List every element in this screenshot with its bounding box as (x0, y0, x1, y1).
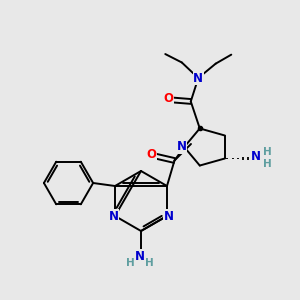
Text: N: N (164, 209, 173, 223)
Text: N: N (177, 140, 187, 154)
Text: N: N (134, 250, 145, 263)
Text: H: H (126, 258, 135, 268)
Text: N: N (193, 72, 203, 85)
Text: N: N (109, 209, 118, 223)
Text: N: N (251, 151, 261, 164)
Text: O: O (164, 92, 174, 105)
Text: H: H (262, 159, 271, 169)
Text: O: O (146, 148, 156, 161)
Text: H: H (262, 147, 271, 157)
Text: H: H (145, 258, 154, 268)
